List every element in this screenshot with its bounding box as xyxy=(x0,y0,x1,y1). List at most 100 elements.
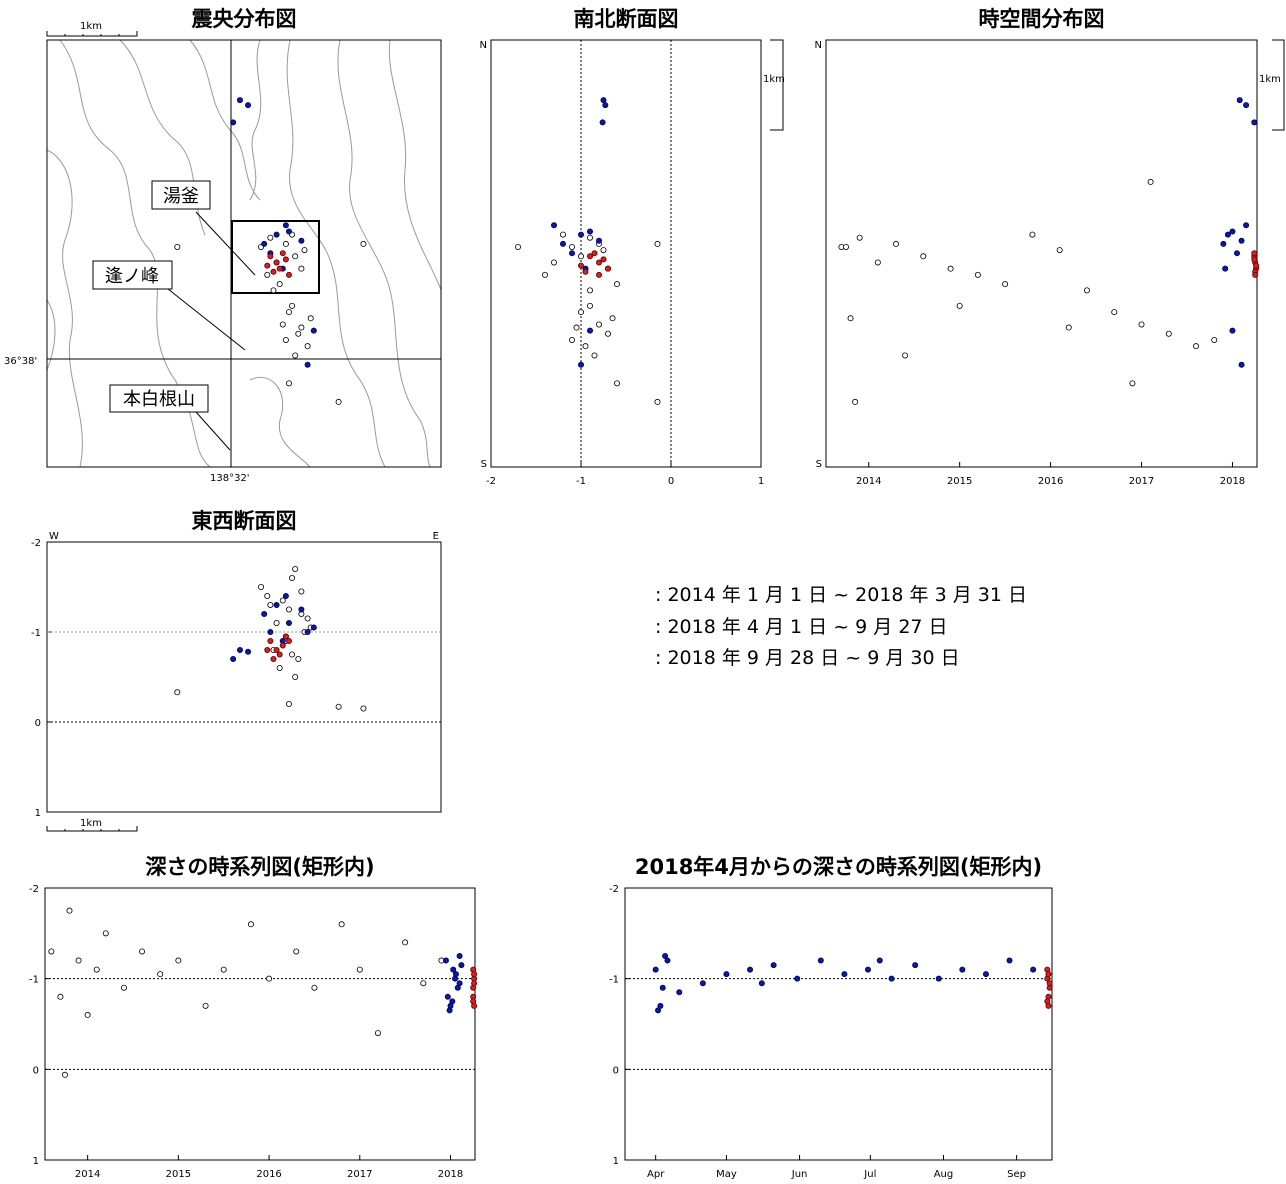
data-point xyxy=(1233,250,1240,257)
data-point xyxy=(360,240,367,247)
data-point xyxy=(1251,250,1258,257)
data-point xyxy=(282,593,289,600)
data-point xyxy=(551,222,558,229)
data-point xyxy=(292,674,299,681)
data-point xyxy=(304,361,311,368)
data-point xyxy=(662,953,669,960)
data-point xyxy=(289,651,296,658)
data-point xyxy=(600,97,607,104)
data-point xyxy=(1236,97,1243,104)
data-point xyxy=(1243,102,1250,109)
data-point xyxy=(1165,330,1172,337)
data-point xyxy=(654,240,661,247)
data-point xyxy=(285,620,292,627)
data-point xyxy=(452,971,459,978)
data-point xyxy=(285,271,292,278)
data-point xyxy=(279,642,286,649)
data-point xyxy=(450,966,457,973)
data-point xyxy=(596,321,603,328)
chart-title: 2018年4月からの深さの時系列図(矩形内) xyxy=(635,855,1042,879)
data-point xyxy=(295,330,302,337)
data-point xyxy=(664,957,671,964)
data-point xyxy=(236,97,243,104)
data-point xyxy=(794,975,801,982)
axis-end-label: S xyxy=(816,459,822,470)
data-point xyxy=(230,656,237,663)
data-point xyxy=(245,102,252,109)
data-point xyxy=(982,971,989,978)
data-point xyxy=(292,566,299,573)
data-point xyxy=(273,620,280,627)
y-tick-label: -2 xyxy=(29,884,39,895)
data-point xyxy=(298,606,305,613)
data-point xyxy=(310,624,317,631)
data-point xyxy=(723,971,730,978)
data-point xyxy=(542,271,549,278)
legend-entry: : 2018 年 9 月 28 日 ~ 9 月 30 日 xyxy=(655,647,960,669)
data-point xyxy=(266,975,273,982)
data-point xyxy=(587,287,594,294)
data-point xyxy=(841,971,848,978)
data-point xyxy=(301,247,308,254)
data-point xyxy=(360,705,367,712)
annotation: 逢ノ峰 xyxy=(105,266,159,287)
data-point xyxy=(587,327,594,334)
map-annotations xyxy=(92,180,256,451)
x-tick-label: Aug xyxy=(934,1169,954,1180)
data-point xyxy=(245,648,252,655)
data-point xyxy=(1229,228,1236,235)
data-point xyxy=(267,602,274,609)
x-tick-label: 2016 xyxy=(1038,476,1063,487)
data-point xyxy=(1044,998,1051,1005)
data-point xyxy=(444,993,451,1000)
data-point xyxy=(655,1007,662,1014)
x-tick-label: Jul xyxy=(863,1169,876,1180)
data-point xyxy=(515,243,522,250)
data-point xyxy=(614,281,621,288)
data-point xyxy=(270,268,277,275)
y-tick-label: 1 xyxy=(613,1156,619,1167)
data-point xyxy=(600,256,607,263)
x-tick-label: 2014 xyxy=(856,476,881,487)
data-point xyxy=(676,989,683,996)
data-point xyxy=(758,980,765,987)
data-point xyxy=(1006,957,1013,964)
y-tick-label: -1 xyxy=(609,975,619,986)
data-point xyxy=(471,980,478,987)
data-point xyxy=(591,352,598,359)
plot-frame xyxy=(46,541,442,813)
data-point xyxy=(304,615,311,622)
axis-end-label: E xyxy=(433,531,439,542)
x-tick-label: 2014 xyxy=(75,1169,100,1180)
data-point xyxy=(304,343,311,350)
data-point xyxy=(1243,222,1250,229)
data-point xyxy=(609,315,616,322)
data-point xyxy=(587,302,594,309)
chart-title: 南北断面図 xyxy=(574,7,679,31)
data-point xyxy=(959,966,966,973)
data-point xyxy=(139,948,146,955)
data-point xyxy=(289,302,296,309)
data-point xyxy=(174,243,181,250)
data-point xyxy=(282,240,289,247)
data-point xyxy=(273,602,280,609)
data-point xyxy=(652,966,659,973)
data-point xyxy=(578,262,585,269)
latitude-label: 36°38' xyxy=(4,356,37,367)
data-point xyxy=(267,253,274,260)
data-point xyxy=(338,921,345,928)
plot-frame xyxy=(46,39,442,468)
chart-title: 深さの時系列図(矩形内) xyxy=(145,855,374,879)
data-point xyxy=(264,262,271,269)
data-point xyxy=(270,656,277,663)
data-point xyxy=(471,971,478,978)
data-point xyxy=(1229,327,1236,334)
data-point xyxy=(659,984,666,991)
data-point xyxy=(747,966,754,973)
data-point xyxy=(57,993,64,1000)
data-point xyxy=(295,656,302,663)
data-point xyxy=(843,243,850,250)
data-point xyxy=(893,240,900,247)
data-point xyxy=(456,953,463,960)
data-point xyxy=(1238,237,1245,244)
